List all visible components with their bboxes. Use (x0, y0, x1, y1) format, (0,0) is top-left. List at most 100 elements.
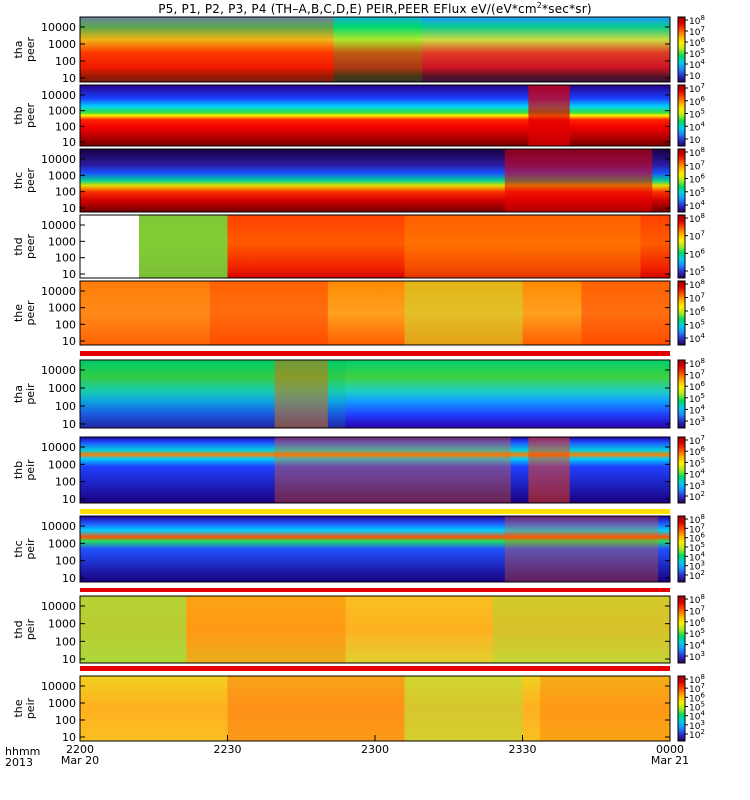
colorbar-exponent: 4 (700, 199, 705, 207)
colorbar-exponent: 7 (700, 25, 704, 33)
colorbar-exponent: 6 (700, 247, 705, 255)
colorbar-tick-label: 105 (689, 265, 705, 278)
time-axis-row2-label: 2013 (5, 756, 33, 769)
y-tick-label: 1000 (48, 537, 76, 550)
time-axis-row1-label: hhmm (5, 745, 41, 758)
y-tick-label: 1000 (48, 169, 76, 182)
colorbar-exponent: 6 (700, 36, 705, 44)
colorbar-exponent: 6 (700, 532, 705, 540)
y-tick-label: 10 (62, 72, 76, 85)
colorbar-tick-label: 104 (689, 120, 705, 133)
colorbar-exponent: 8 (700, 673, 704, 681)
colorbar-exponent: 3 (700, 415, 704, 423)
data-gap-bar (80, 588, 670, 592)
y-tick-label: 100 (55, 186, 76, 199)
y-axis-label: thb (12, 106, 25, 124)
colorbar-tick-label: 107 (689, 230, 705, 243)
y-tick-label: 10 (62, 136, 76, 149)
spectrogram-feature (80, 17, 334, 82)
panel-frame (79, 515, 671, 583)
colorbar-exponent: 6 (700, 616, 705, 624)
spectrogram-feature (80, 281, 210, 345)
y-tick-label: 10 (62, 418, 76, 431)
colorbar-exponent: 7 (700, 604, 704, 612)
colorbar (677, 280, 686, 346)
y-tick-label: 10000 (41, 364, 76, 377)
title-end: *sec*sr) (542, 2, 592, 16)
y-tick-label: 1000 (48, 105, 76, 118)
y-tick-label: 10000 (41, 219, 76, 232)
colorbar-exponent: 4 (700, 120, 705, 128)
colorbar-exponent: 5 (700, 47, 704, 55)
y-axis-label: peer (24, 37, 37, 63)
colorbar-tick-label: 106 (689, 305, 705, 318)
colorbar-exponent: 3 (700, 719, 704, 727)
y-tick-label: 100 (55, 714, 76, 727)
colorbar-exponent: 5 (700, 319, 704, 327)
colorbar-exponent: 3 (700, 479, 704, 487)
colorbar (677, 16, 686, 83)
panel-frame (79, 84, 671, 147)
figure-title: P5, P1, P2, P3, P4 (TH–A,B,C,D,E) PEIR,P… (80, 1, 670, 16)
colorbar-exponent: 4 (700, 710, 705, 718)
data-gap-bar (80, 509, 670, 514)
y-axis-label: peer (24, 103, 37, 129)
colorbar-exponent: 5 (700, 108, 704, 116)
colorbar-exponent: 8 (700, 278, 704, 286)
y-tick-label: 10 (62, 731, 76, 744)
colorbar-tick-label: 106 (689, 247, 705, 260)
y-axis-label: peer (24, 168, 37, 194)
colorbar-exponent: 5 (700, 186, 704, 194)
panel-frame (79, 16, 671, 83)
y-axis-label: tha (12, 385, 25, 403)
colorbar-tick-label: 10 (689, 72, 701, 82)
panel-frame (79, 595, 671, 664)
x-tick-label: 2230 (214, 743, 242, 756)
colorbar-exponent: 6 (700, 691, 705, 699)
spectrogram-feature (581, 281, 670, 345)
data-gap-bar (80, 666, 670, 671)
spectrogram-feature (528, 85, 570, 146)
y-tick-label: 1000 (48, 618, 76, 631)
y-axis-label: thd (12, 237, 25, 255)
spectrogram-feature (209, 281, 328, 345)
colorbar-exponent: 8 (700, 357, 704, 365)
y-tick-label: 10 (62, 653, 76, 666)
y-tick-label: 10000 (41, 680, 76, 693)
spectrogram-feature (227, 676, 405, 741)
colorbar (677, 515, 686, 583)
colorbar-tick-label: 103 (689, 415, 705, 428)
y-tick-label: 10000 (41, 21, 76, 34)
colorbar-tick-label: 103 (689, 650, 705, 663)
colorbar-tick-label: 107 (689, 82, 705, 95)
colorbar-tick-label: 106 (689, 173, 705, 186)
colorbar-exponent: 7 (700, 159, 704, 167)
y-tick-label: 10000 (41, 153, 76, 166)
y-tick-label: 100 (55, 635, 76, 648)
spectrogram-feature (186, 596, 346, 663)
colorbar-exponent: 7 (700, 434, 704, 442)
colorbar-exponent: 5 (700, 265, 704, 273)
colorbar (677, 84, 686, 147)
spectrogram-image (80, 676, 670, 741)
spectrogram-feature (404, 281, 523, 345)
y-tick-label: 10 (62, 202, 76, 215)
y-tick-label: 100 (55, 476, 76, 489)
spectrogram-feature (540, 676, 670, 741)
colorbar-exponent: 6 (700, 445, 705, 453)
colorbar-tick-label: 106 (689, 95, 705, 108)
y-tick-label: 10 (62, 493, 76, 506)
panel-frame (79, 280, 671, 346)
panel-frame (79, 148, 671, 213)
colorbar-tick-label: 108 (689, 212, 705, 225)
colorbar-tick-label: 104 (689, 332, 705, 345)
y-tick-label: 10000 (41, 285, 76, 298)
colorbar-exponent: 6 (700, 95, 705, 103)
y-axis-label: peer (24, 234, 37, 260)
title-main: P5, P1, P2, P3, P4 (TH–A,B,C,D,E) PEIR,P… (158, 2, 537, 16)
y-tick-label: 10 (62, 268, 76, 281)
